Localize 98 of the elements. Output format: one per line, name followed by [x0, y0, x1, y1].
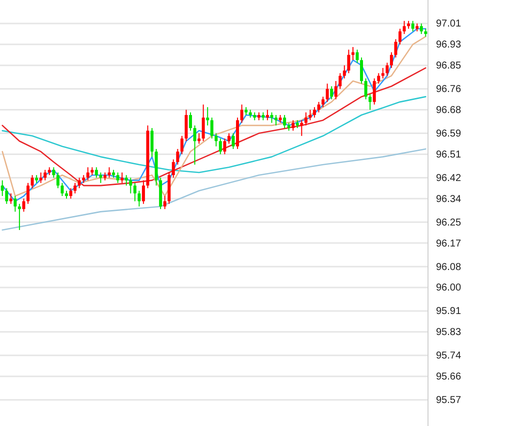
y-tick-label: 96.17: [436, 238, 462, 250]
candlestick: [322, 96, 325, 108]
candlestick: [308, 109, 312, 121]
y-tick-label: 96.85: [436, 60, 462, 72]
y-tick-label: 96.68: [436, 104, 462, 116]
candlestick: [39, 172, 42, 184]
candlestick: [292, 120, 295, 132]
line-series: [2, 148, 426, 231]
candlestick: [334, 80, 338, 100]
candlestick: [330, 86, 334, 100]
candlestick: [94, 166, 98, 178]
candlestick: [364, 78, 368, 100]
candlestick: [274, 114, 278, 126]
candlestick: [202, 104, 205, 142]
candlestick: [30, 174, 34, 189]
candlestick: [381, 67, 384, 79]
candlestick: [108, 166, 111, 178]
candlestick: [22, 198, 26, 212]
candlestick: [26, 182, 30, 204]
candlestick: [9, 192, 12, 204]
candlestick: [163, 196, 166, 210]
candlestick: [0, 180, 4, 197]
candlestick: [420, 23, 423, 34]
candlestick: [266, 109, 269, 121]
y-tick-label: 95.83: [436, 327, 462, 338]
candlestick: [218, 138, 222, 155]
candlestick: [133, 182, 136, 202]
candlestick: [5, 188, 8, 204]
candlestick: [223, 138, 226, 155]
candlestick: [398, 28, 402, 45]
line-series: [2, 96, 426, 174]
candlestick: [60, 182, 64, 197]
candlestick: [214, 132, 218, 147]
y-tick-label: 96.00: [436, 282, 462, 294]
y-tick-label: 96.59: [436, 128, 462, 140]
candlestick: [338, 72, 342, 90]
candlestick: [326, 83, 329, 102]
candlestick: [240, 104, 244, 124]
y-tick-label: 96.25: [436, 217, 462, 228]
candlestick: [394, 38, 398, 58]
candlestick: [44, 169, 47, 181]
candlestick: [351, 46, 354, 61]
candlestick: [116, 172, 120, 184]
candlestick: [206, 106, 210, 126]
candlestick: [372, 78, 376, 106]
candlestick: [390, 52, 393, 68]
candlestick: [78, 177, 81, 189]
candlestick: [232, 132, 235, 150]
candlestick: [283, 114, 286, 129]
candlestick: [210, 117, 214, 140]
candlestick: [99, 172, 102, 184]
y-tick-label: 97.01: [436, 18, 462, 30]
candlestick: [377, 72, 380, 84]
candlestick: [402, 20, 406, 34]
y-tick-label: 95.57: [436, 395, 462, 406]
y-tick-label: 95.74: [436, 350, 462, 362]
candlestick: [411, 20, 414, 32]
candlestick: [150, 128, 154, 158]
candlestick: [86, 166, 90, 181]
y-tick-label: 96.42: [436, 172, 462, 184]
candlestick: [270, 112, 274, 124]
line-series: [2, 67, 426, 186]
candlestick: [56, 172, 60, 189]
candlestick: [120, 172, 124, 184]
candlestick: [193, 124, 196, 166]
candlestick: [14, 196, 17, 212]
candlestick: [227, 132, 230, 144]
candlestick: [368, 94, 372, 110]
y-tick-label: 96.76: [436, 84, 462, 96]
candlestick: [180, 135, 184, 155]
candlestick: [184, 109, 188, 142]
candlestick: [356, 49, 359, 64]
candlestick: [129, 177, 132, 194]
y-tick-label: 95.91: [436, 306, 462, 318]
candlestick: [304, 112, 308, 126]
candlestick: [176, 148, 180, 166]
candlestick: [312, 106, 316, 118]
candlestick: [69, 188, 72, 200]
candlestick: [172, 158, 175, 178]
candlestick: [74, 182, 77, 194]
candlestick: [317, 101, 320, 113]
candlestick: [360, 56, 364, 84]
candlestick: [347, 49, 350, 74]
y-tick-label: 96.08: [436, 262, 462, 273]
y-tick-label: 95.66: [436, 372, 462, 383]
y-tick-label: 96.51: [436, 149, 462, 160]
candlestick: [52, 166, 56, 178]
candlestick: [124, 174, 128, 186]
y-tick-label: 96.34: [436, 194, 462, 205]
candlestick: [342, 64, 346, 79]
y-tick-label: 96.93: [436, 40, 462, 51]
candlestick: [142, 180, 145, 204]
candlestick: [188, 112, 192, 132]
candlestick: [138, 190, 141, 207]
candlestick: [300, 120, 304, 136]
candlestick: [386, 62, 389, 76]
candlestick: [18, 203, 21, 230]
candlestick: [198, 132, 201, 144]
